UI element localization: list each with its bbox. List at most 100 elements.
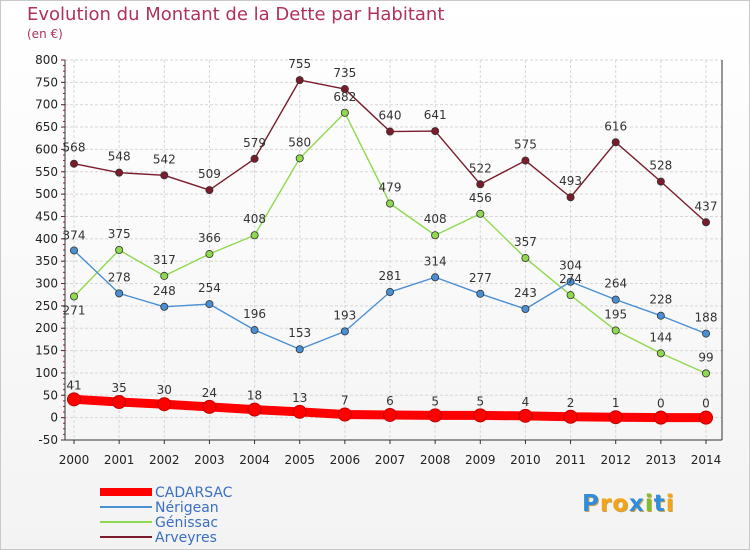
legend-label: Génissac: [155, 515, 218, 531]
data-label: 7: [341, 394, 349, 408]
data-point: [112, 395, 127, 409]
data-label: 366: [198, 231, 221, 245]
data-label: 144: [649, 330, 672, 344]
data-label: 568: [63, 141, 86, 155]
data-point: [476, 209, 485, 218]
data-label: 193: [333, 308, 356, 322]
data-label: 580: [288, 135, 311, 149]
data-label: 493: [559, 174, 582, 188]
data-label: 2: [567, 396, 575, 410]
data-point: [431, 231, 440, 240]
data-point: [337, 407, 352, 422]
data-label: 542: [153, 152, 176, 166]
y-tick-label: 750: [35, 75, 58, 89]
data-label: 735: [333, 66, 356, 80]
logo-letter: t: [653, 491, 666, 517]
data-label: 264: [604, 277, 627, 291]
logo-letter: P: [582, 491, 600, 517]
data-point: [115, 168, 124, 177]
logo-letter: o: [612, 491, 630, 517]
y-tick-label: 600: [35, 142, 58, 156]
chart-subtitle: (en €): [27, 27, 63, 41]
legend-label: Nérigean: [155, 500, 219, 516]
data-label: 277: [469, 271, 492, 285]
data-label: 317: [153, 253, 176, 267]
data-point: [250, 326, 259, 335]
data-label: 248: [153, 284, 176, 298]
data-label: 5: [476, 394, 484, 408]
y-tick-label: 700: [35, 98, 58, 112]
y-tick-label: 300: [35, 277, 58, 291]
data-point: [702, 329, 711, 338]
x-tick-label: 2011: [555, 453, 586, 467]
data-label: 278: [108, 270, 131, 284]
data-label: 374: [63, 228, 86, 242]
chart-title: Evolution du Montant de la Dette par Hab…: [27, 4, 445, 25]
data-point: [340, 85, 349, 94]
data-point: [67, 392, 81, 407]
data-point: [247, 402, 262, 417]
x-tick-label: 2009: [465, 453, 496, 467]
data-point: [160, 302, 169, 311]
data-point: [115, 245, 124, 254]
x-tick-label: 2007: [375, 453, 406, 467]
data-point: [205, 300, 214, 309]
data-label: 616: [604, 119, 627, 133]
y-tick-label: 400: [35, 232, 58, 246]
data-point: [608, 410, 623, 425]
data-label: 41: [66, 378, 81, 392]
data-label: 575: [514, 138, 537, 152]
data-point: [157, 397, 172, 412]
data-label: 641: [424, 108, 447, 122]
y-tick-label: 200: [35, 321, 58, 335]
y-tick-label: 500: [35, 187, 58, 201]
data-label: 274: [559, 272, 582, 286]
data-label: 24: [202, 386, 217, 400]
data-point: [611, 295, 620, 304]
logo-letter: r: [599, 491, 613, 517]
data-point: [656, 349, 665, 358]
data-label: 357: [514, 235, 537, 249]
x-tick-label: 2010: [510, 453, 541, 467]
data-point: [611, 138, 620, 147]
data-point: [205, 186, 214, 195]
data-point: [476, 180, 485, 189]
y-tick-label: 650: [35, 120, 58, 134]
data-label: 13: [292, 391, 307, 405]
logo-letter: i: [644, 491, 654, 517]
x-tick-label: 2001: [104, 453, 135, 467]
data-point: [702, 369, 711, 378]
y-tick-label: -50: [38, 433, 58, 447]
data-label: 0: [702, 397, 710, 411]
data-point: [250, 154, 259, 163]
data-label: 243: [514, 286, 537, 300]
proxiti-logo: Proxiti: [582, 491, 675, 517]
data-label: 314: [424, 254, 447, 268]
data-label: 408: [424, 212, 447, 226]
data-point: [70, 292, 79, 301]
data-point: [340, 108, 349, 117]
data-point: [699, 410, 713, 425]
data-point: [566, 193, 575, 202]
data-point: [115, 289, 124, 298]
x-tick-label: 2014: [691, 453, 722, 467]
data-point: [385, 288, 394, 297]
x-tick-label: 2012: [600, 453, 631, 467]
data-label: 682: [333, 90, 356, 104]
data-point: [70, 159, 79, 168]
data-label: 0: [657, 397, 665, 411]
logo-letter: x: [629, 491, 645, 517]
data-label: 4: [522, 395, 530, 409]
data-label: 548: [108, 150, 131, 164]
y-tick-label: 250: [35, 299, 58, 313]
legend-label: CADARSAC: [155, 485, 233, 501]
legend-label: Arveyres: [155, 530, 217, 546]
data-label: 6: [386, 394, 394, 408]
data-point: [160, 271, 169, 280]
data-point: [653, 410, 668, 425]
series-group: [67, 76, 713, 425]
data-label: 271: [63, 303, 86, 317]
